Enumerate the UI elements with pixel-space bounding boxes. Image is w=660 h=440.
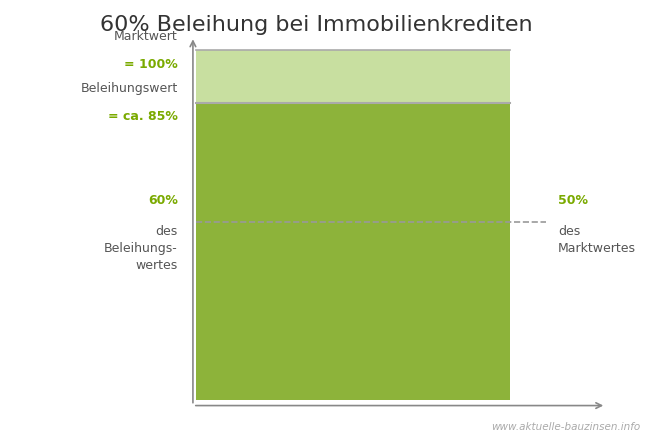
- Title: 60% Beleihung bei Immobilienkrediten: 60% Beleihung bei Immobilienkrediten: [100, 15, 533, 35]
- Text: 60%: 60%: [148, 194, 178, 207]
- Text: Marktwert: Marktwert: [114, 30, 178, 43]
- Text: = ca. 85%: = ca. 85%: [108, 110, 178, 124]
- Text: 50%: 50%: [558, 194, 588, 207]
- Text: = 100%: = 100%: [124, 58, 178, 71]
- Text: www.aktuelle-bauzinsen.info: www.aktuelle-bauzinsen.info: [491, 422, 640, 432]
- Text: Beleihungswert: Beleihungswert: [81, 82, 178, 95]
- Text: des
Beleihungs-
wertes: des Beleihungs- wertes: [104, 225, 178, 272]
- Text: des
Marktwertes: des Marktwertes: [558, 225, 636, 255]
